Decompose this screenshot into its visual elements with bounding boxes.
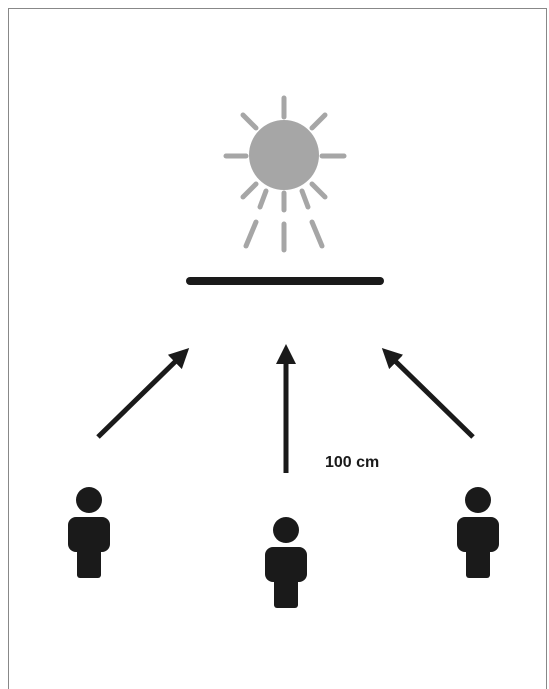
- person: [68, 487, 110, 578]
- arrow: [381, 348, 475, 439]
- frame: [8, 8, 547, 689]
- arrow: [96, 348, 190, 439]
- person: [457, 487, 499, 578]
- sun: [223, 95, 347, 253]
- distance-label: 100 cm: [325, 454, 379, 471]
- person: [265, 517, 307, 608]
